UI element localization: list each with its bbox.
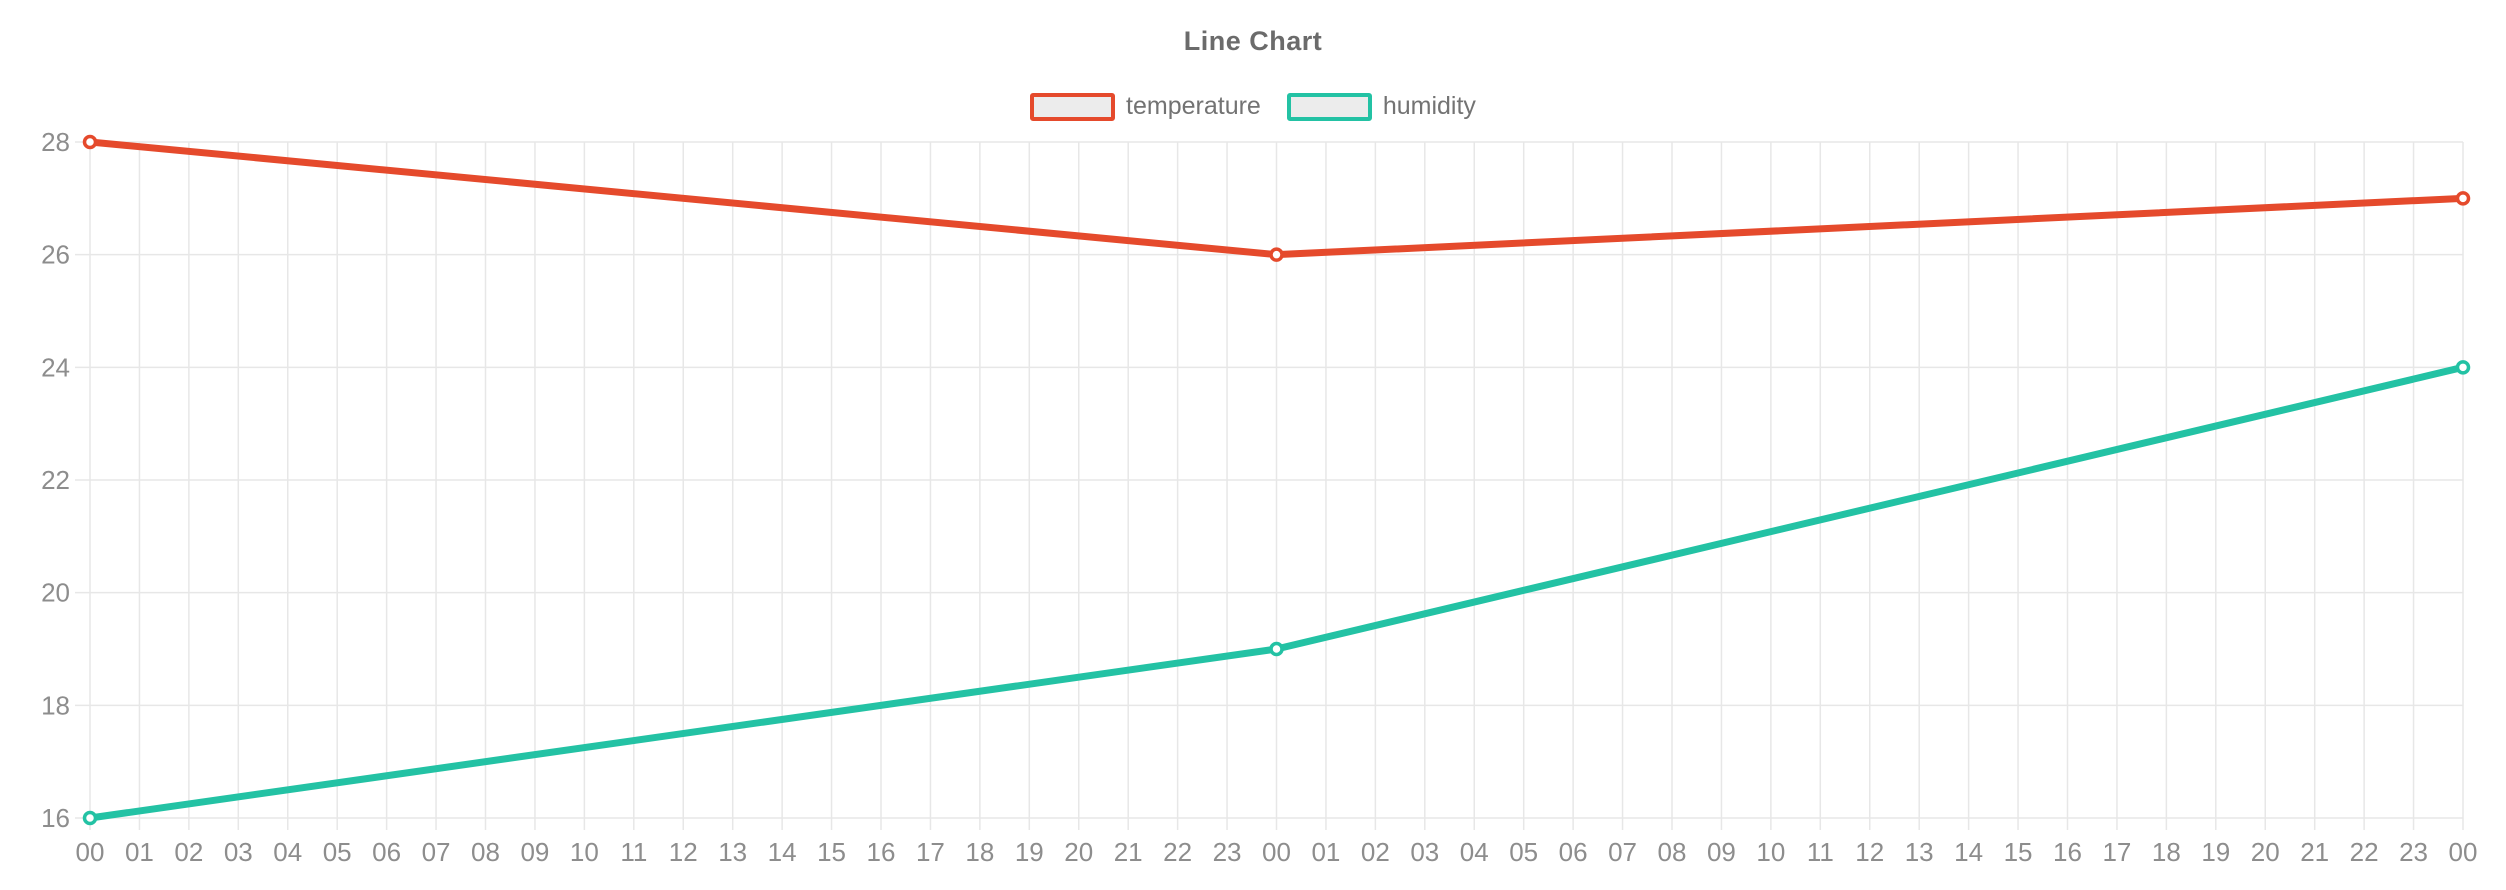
x-axis-tick-label: 21 xyxy=(2300,837,2329,867)
x-axis-tick-label: 08 xyxy=(1658,837,1687,867)
x-axis-tick-label: 05 xyxy=(323,837,352,867)
x-axis-tick-label: 03 xyxy=(1410,837,1439,867)
x-axis-tick-label: 19 xyxy=(1015,837,1044,867)
x-axis-tick-label: 05 xyxy=(1509,837,1538,867)
x-axis-tick-label: 13 xyxy=(718,837,747,867)
humidity-data-point[interactable] xyxy=(82,810,98,826)
legend-label-temperature: temperature xyxy=(1126,92,1261,120)
x-axis-tick-label: 17 xyxy=(916,837,945,867)
x-axis-tick-label: 22 xyxy=(1163,837,1192,867)
y-axis-tick-label: 26 xyxy=(41,240,70,270)
y-axis-tick-label: 16 xyxy=(41,803,70,833)
temperature-color-swatch xyxy=(1030,92,1116,121)
x-axis-tick-label: 13 xyxy=(1905,837,1934,867)
x-axis-tick-label: 04 xyxy=(1460,837,1489,867)
x-axis-tick-label: 12 xyxy=(669,837,698,867)
data-series xyxy=(82,134,2471,826)
x-axis-tick-label: 19 xyxy=(2201,837,2230,867)
x-axis-tick-label: 22 xyxy=(2350,837,2379,867)
y-axis-tick-label: 28 xyxy=(41,127,70,157)
y-axis-tick-label: 18 xyxy=(41,690,70,720)
x-axis-tick-label: 12 xyxy=(1855,837,1884,867)
x-axis-tick-label: 15 xyxy=(2004,837,2033,867)
x-axis-tick-label: 18 xyxy=(965,837,994,867)
x-axis-tick-label: 11 xyxy=(1807,837,1834,867)
x-axis-tick-label: 01 xyxy=(125,837,154,867)
x-axis-tick-label: 00 xyxy=(1262,837,1291,867)
x-axis-tick-label: 18 xyxy=(2152,837,2181,867)
humidity-data-point[interactable] xyxy=(2455,360,2471,375)
x-axis-tick-label: 23 xyxy=(1213,837,1242,867)
x-axis-tick-label: 00 xyxy=(76,837,105,867)
x-axis-tick-label: 04 xyxy=(273,837,302,867)
humidity-data-point[interactable] xyxy=(1269,641,1284,657)
x-axis-tick-label: 16 xyxy=(2053,837,2082,867)
x-axis-tick-label: 09 xyxy=(1707,837,1736,867)
x-axis-tick-label: 07 xyxy=(1608,837,1637,867)
x-axis-tick-label: 02 xyxy=(174,837,203,867)
x-axis-tick-label: 07 xyxy=(422,837,451,867)
chart-title: Line Chart xyxy=(1183,26,1323,56)
x-axis-tick-label: 15 xyxy=(817,837,846,867)
temperature-data-point[interactable] xyxy=(2455,191,2471,206)
x-axis-tick-label: 10 xyxy=(1756,837,1785,867)
x-axis-tick-label: 21 xyxy=(1114,837,1143,867)
y-axis-tick-label: 24 xyxy=(41,352,70,382)
x-axis-tick-label: 06 xyxy=(1559,837,1588,867)
x-axis-tick-label: 08 xyxy=(471,837,500,867)
x-axis-tick-label: 01 xyxy=(1311,837,1340,867)
humidity-color-swatch xyxy=(1286,92,1372,121)
axis-tick-labels: 00 01 02 03 04 05 06 07 08 09 10 11 12 13 14 15 16 17 18 19… xyxy=(41,127,2477,867)
y-axis-tick-label: 22 xyxy=(41,465,70,495)
y-axis-tick-label: 20 xyxy=(41,578,70,608)
x-axis-tick-label: 16 xyxy=(867,837,896,867)
x-axis-tick-label: 20 xyxy=(2251,837,2280,867)
temperature-data-point[interactable] xyxy=(1269,247,1284,262)
x-axis-tick-label: 14 xyxy=(1954,837,1983,867)
x-axis-tick-label: 23 xyxy=(2399,837,2428,867)
legend-label-humidity: humidity xyxy=(1382,92,1476,120)
x-axis-tick-label: 00 xyxy=(2449,837,2478,867)
chart-legend: temperature humidity xyxy=(0,92,2506,121)
x-axis-tick-label: 11 xyxy=(620,837,647,867)
legend-item-temperature[interactable]: temperature xyxy=(1030,92,1261,121)
temperature-data-point[interactable] xyxy=(82,134,98,150)
x-axis-tick-label: 10 xyxy=(570,837,599,867)
grid-lines xyxy=(75,141,2464,830)
x-axis-tick-label: 03 xyxy=(224,837,253,867)
x-axis-tick-label: 09 xyxy=(520,837,549,867)
x-axis-tick-label: 06 xyxy=(372,837,401,867)
legend-item-humidity[interactable]: humidity xyxy=(1286,92,1476,121)
x-axis-tick-label: 02 xyxy=(1361,837,1390,867)
x-axis-tick-label: 17 xyxy=(2102,837,2131,867)
x-axis-tick-label: 14 xyxy=(768,837,797,867)
x-axis-tick-label: 20 xyxy=(1064,837,1093,867)
